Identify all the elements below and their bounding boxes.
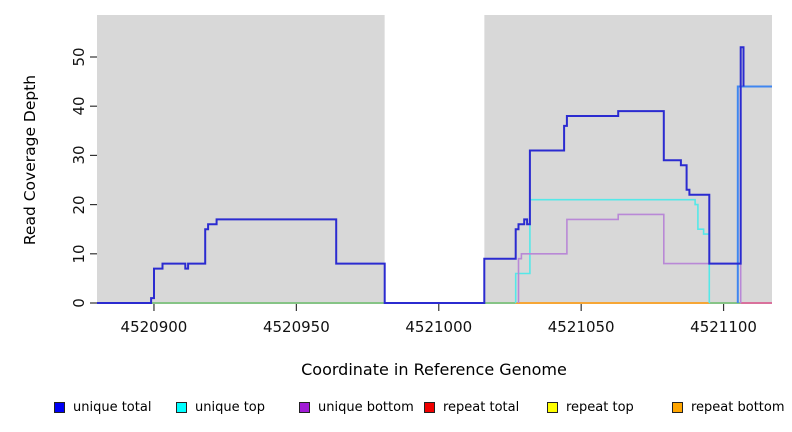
legend-label: repeat bottom — [691, 399, 785, 415]
legend-swatch-icon — [176, 401, 187, 413]
x-axis-tick-label: 4521000 — [405, 318, 473, 336]
series-unique-top — [514, 198, 711, 303]
y-axis-tick-label: 30 — [70, 145, 88, 165]
legend-label: repeat top — [566, 399, 634, 415]
coverage-gap-region — [384, 15, 485, 304]
legend-item-unique-total: unique total — [54, 399, 151, 415]
x-axis-tick-label: 4521100 — [690, 318, 757, 336]
series-unique-total-overlap-spike — [736, 85, 772, 303]
y-axis-tick-label: 10 — [70, 244, 88, 264]
legend-item-repeat-total: repeat total — [424, 399, 519, 415]
legend-swatch-icon — [424, 401, 435, 413]
legend-swatch-icon — [299, 401, 310, 413]
series-unique-bottom — [517, 213, 742, 303]
x-axis-tick-label: 4521050 — [547, 318, 615, 336]
legend-swatch-icon — [672, 401, 683, 413]
x-axis-title-text: Coordinate in Reference Genome — [301, 360, 567, 379]
legend-item-unique-top: unique top — [176, 399, 265, 415]
x-axis-tick-label: 4520950 — [262, 318, 330, 336]
legend-item-repeat-top: repeat top — [547, 399, 634, 415]
y-axis-tick-label: 0 — [70, 298, 88, 308]
legend-item-repeat-bottom: repeat bottom — [672, 399, 785, 415]
legend-swatch-icon — [54, 401, 65, 413]
legend-label: unique total — [73, 399, 152, 415]
legend-label: unique bottom — [318, 399, 414, 415]
x-axis-title: Coordinate in Reference Genome — [0, 360, 792, 379]
y-axis-tick-label: 40 — [70, 96, 88, 116]
legend-swatch-icon — [547, 401, 558, 413]
legend-item-unique-bottom: unique bottom — [299, 399, 414, 415]
y-axis-tick-label: 20 — [70, 195, 88, 215]
legend-label: repeat total — [443, 399, 520, 415]
series-unique-total — [97, 46, 745, 304]
y-axis-tick-label: 50 — [70, 47, 88, 67]
legend-label: unique top — [195, 399, 266, 415]
x-axis-tick-label: 4520900 — [120, 318, 188, 336]
y-axis-title: Read Coverage Depth — [21, 74, 39, 246]
